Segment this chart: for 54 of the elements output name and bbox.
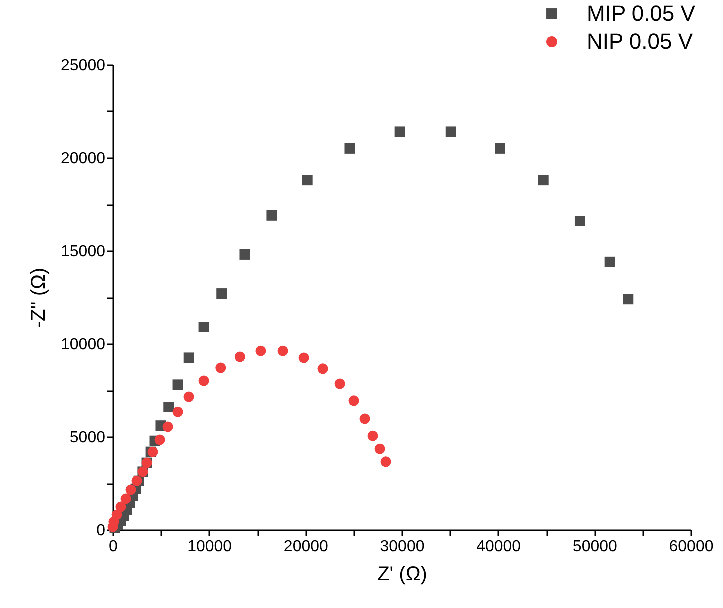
point [172, 406, 184, 418]
x-tick-label: 20000 [284, 538, 329, 556]
point [266, 210, 278, 221]
x-tick-label: 0 [109, 538, 118, 556]
point [184, 392, 194, 402]
point [164, 402, 174, 412]
y-tick-label: 10000 [61, 336, 106, 354]
point [495, 143, 506, 154]
point [344, 143, 356, 154]
point [298, 352, 310, 364]
point [623, 294, 634, 305]
point [334, 378, 346, 390]
point [184, 352, 194, 364]
y-axis-title: -Z'' (Ω) [28, 268, 50, 328]
x-tick-label: 50000 [572, 538, 618, 556]
point [348, 396, 360, 406]
point [162, 422, 174, 432]
point [198, 376, 210, 386]
point [216, 362, 226, 374]
point [302, 175, 313, 186]
x-tick-label: 10000 [188, 538, 232, 556]
x-tick-label: 60000 [669, 538, 714, 556]
point [368, 430, 378, 442]
point [234, 352, 246, 362]
y-tick-label: 15000 [61, 244, 106, 260]
point [198, 322, 210, 333]
point [256, 346, 266, 356]
point [394, 126, 406, 138]
x-axis-title: Z' (Ω) [378, 564, 428, 586]
x-tick-label: 40000 [476, 538, 522, 556]
y-tick-label: 5000 [70, 430, 106, 446]
point [380, 456, 392, 468]
y-tick-label: 0 [96, 522, 106, 540]
point [112, 510, 122, 520]
point [154, 434, 166, 446]
point [574, 216, 586, 226]
point [216, 288, 228, 300]
point [318, 364, 328, 374]
x-tick-label: 30000 [380, 538, 425, 556]
point [278, 346, 288, 356]
point [374, 444, 386, 454]
legend-label: MIP 0.05 V [587, 1, 696, 26]
point [116, 502, 126, 512]
y-tick-label: 25000 [61, 58, 106, 74]
point [538, 175, 549, 186]
point [446, 126, 456, 138]
point [360, 414, 370, 424]
legend-label: NIP 0.05 V [587, 29, 694, 54]
point [120, 494, 132, 504]
point [172, 380, 184, 390]
point [240, 249, 250, 260]
point [604, 256, 616, 268]
point [126, 484, 136, 496]
y-tick-label: 20000 [61, 150, 106, 168]
